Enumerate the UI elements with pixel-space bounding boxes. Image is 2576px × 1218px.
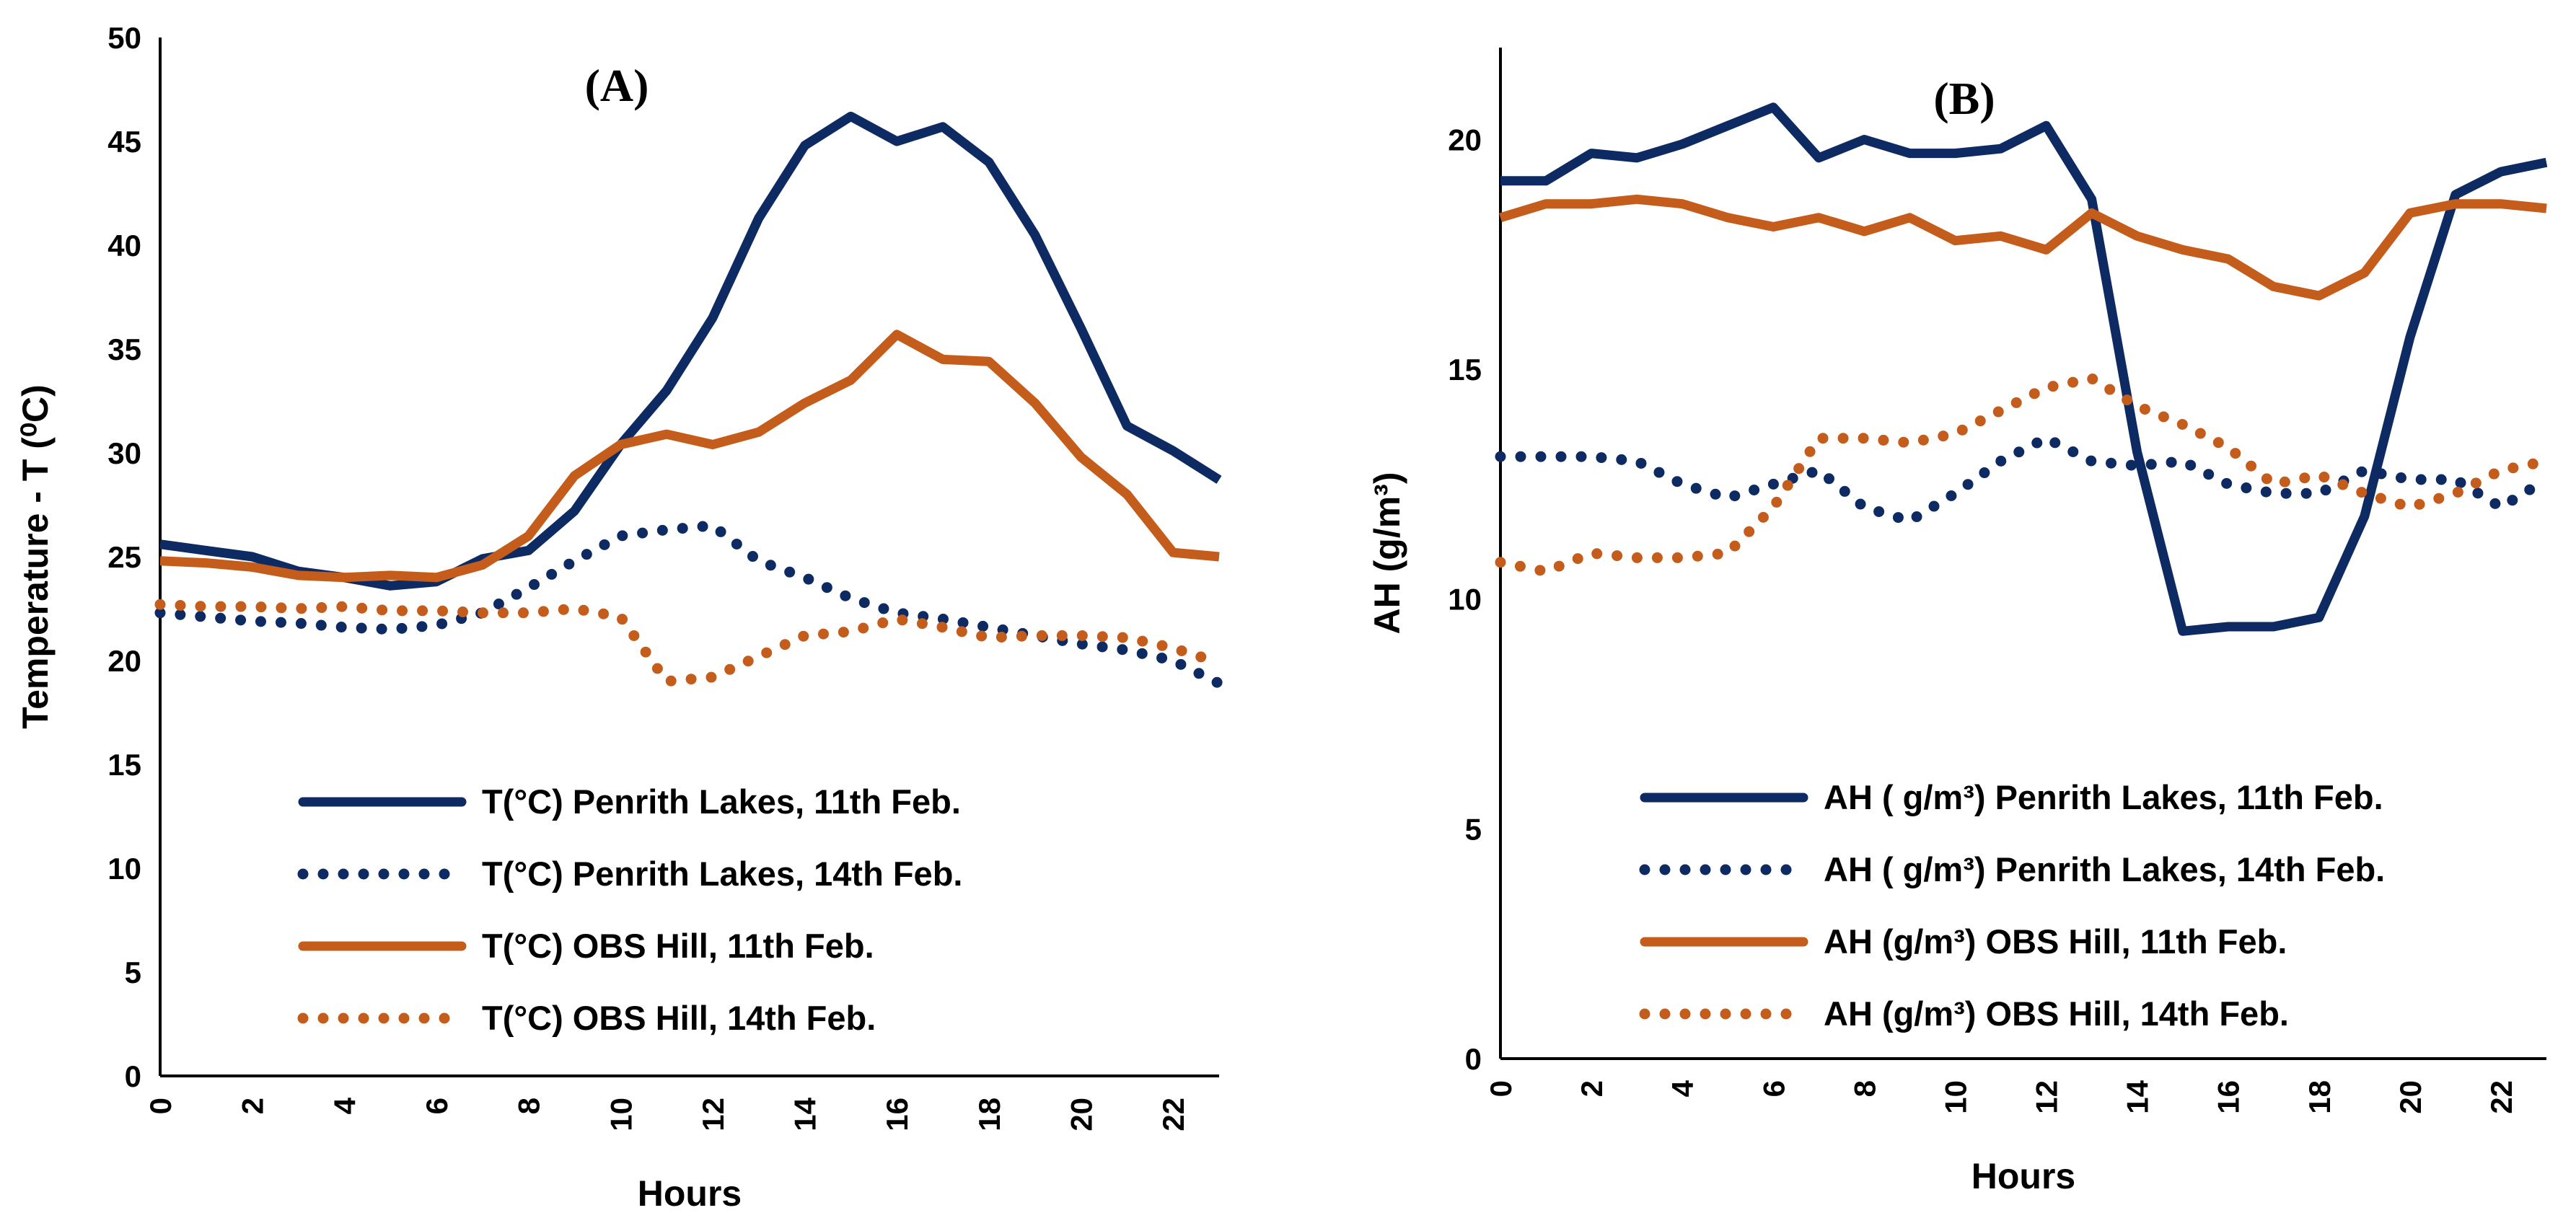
x-tick-label: 12 (696, 1098, 730, 1131)
series-line-4 (154, 599, 1225, 687)
series-line-2 (1495, 433, 2552, 526)
legend-label-4: AH (g/m³) OBS Hill, 14th Feb. (1824, 994, 2289, 1033)
legend-label-2: T(°C) Penrith Lakes, 14th Feb. (482, 855, 962, 893)
y-tick-label: 45 (107, 125, 141, 159)
x-tick-label: 2 (1575, 1080, 1609, 1097)
x-tick-label: 6 (420, 1098, 454, 1114)
x-tick-label: 12 (2030, 1080, 2064, 1114)
legend-label-3: T(°C) OBS Hill, 11th Feb. (482, 927, 874, 965)
x-tick-label: 2 (236, 1098, 270, 1114)
y-axis-title: Temperature - T (⁰C) (15, 384, 56, 729)
x-tick-label: 14 (2121, 1080, 2155, 1113)
x-tick-label: 18 (2303, 1080, 2337, 1114)
panel-b-humidity-chart: 0 5 10 15 20 0 2 4 6 8 10 12 14 16 18 20 22 Hours AH (g/m³… (1367, 48, 2552, 1196)
y-tick-label: 15 (1448, 353, 1482, 387)
x-tick-label: 22 (1156, 1098, 1190, 1131)
series-line-3 (159, 330, 1220, 583)
x-tick-label: 16 (880, 1098, 914, 1131)
series-line-1 (159, 111, 1222, 591)
series-line-1 (1500, 102, 2548, 636)
x-tick-label: 6 (1757, 1080, 1790, 1097)
y-axis-title: AH (g/m³) (1367, 472, 1407, 635)
y-tick-label: 25 (107, 540, 141, 574)
legend-label-1: AH ( g/m³) Penrith Lakes, 11th Feb. (1824, 778, 2383, 816)
legend-label-1: T(°C) Penrith Lakes, 11th Feb. (482, 782, 961, 821)
x-tick-label: 8 (512, 1098, 546, 1114)
y-tick-label: 5 (125, 956, 141, 989)
x-tick-label: 22 (2484, 1080, 2518, 1114)
y-tick-label: 10 (107, 852, 141, 886)
panel-a-temperature-chart: 0 5 10 15 20 25 30 35 40 45 50 0 2 4 6 8 10 12 14 16 18 20 22 H… (15, 21, 1225, 1214)
legend-label-2: AH ( g/m³) Penrith Lakes, 14th Feb. (1824, 850, 2385, 888)
legend-label-4: T(°C) OBS Hill, 14th Feb. (482, 999, 876, 1037)
panel-title: (A) (585, 60, 649, 111)
series-line-4 (1495, 373, 2552, 577)
x-tick-label: 0 (1484, 1080, 1518, 1097)
x-axis-title: Hours (1971, 1156, 2075, 1196)
panel-title: (B) (1933, 73, 1995, 124)
x-tick-label: 10 (604, 1098, 638, 1131)
y-tick-label: 10 (1448, 583, 1482, 617)
y-tick-label: 20 (107, 644, 141, 678)
y-tick-label: 35 (107, 332, 141, 366)
x-tick-label: 4 (1666, 1080, 1700, 1097)
x-tick-label: 16 (2212, 1080, 2246, 1114)
x-axis-title: Hours (638, 1173, 742, 1214)
y-tick-label: 15 (107, 748, 141, 782)
x-tick-label: 20 (2393, 1080, 2427, 1114)
y-tick-label: 20 (1448, 123, 1482, 156)
x-tick-label: 0 (144, 1098, 177, 1114)
y-tick-label: 40 (107, 229, 141, 262)
x-tick-label: 10 (1938, 1080, 1972, 1114)
x-tick-label: 18 (972, 1098, 1006, 1131)
x-tick-label: 14 (788, 1097, 822, 1131)
y-tick-label: 0 (1465, 1042, 1482, 1076)
y-tick-label: 0 (125, 1059, 141, 1093)
y-tick-label: 5 (1465, 812, 1482, 846)
y-tick-label: 30 (107, 436, 141, 470)
x-tick-label: 20 (1065, 1098, 1099, 1131)
x-tick-label: 8 (1847, 1080, 1881, 1097)
y-tick-label: 50 (107, 21, 141, 55)
x-tick-label: 4 (328, 1097, 361, 1114)
series-line-3 (1499, 194, 2547, 301)
legend-label-3: AH (g/m³) OBS Hill, 11th Feb. (1824, 922, 2287, 961)
